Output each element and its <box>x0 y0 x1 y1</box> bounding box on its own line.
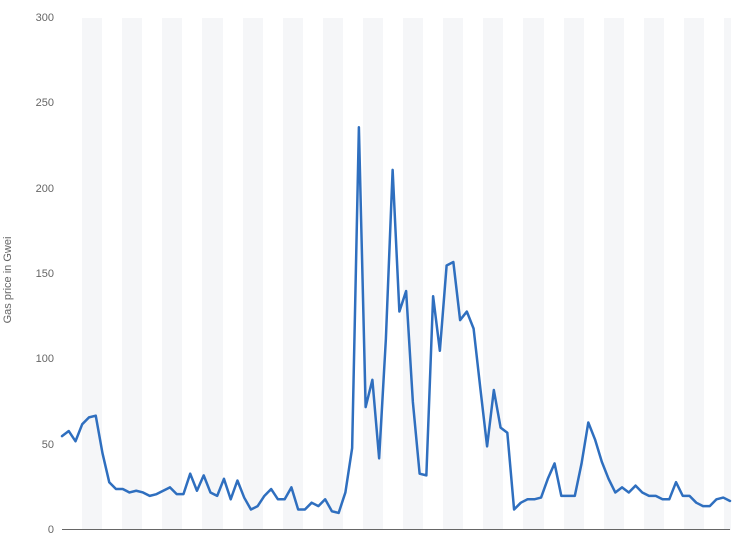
y-tick-label: 200 <box>36 183 62 195</box>
y-tick-label: 150 <box>36 268 62 280</box>
y-tick-label: 100 <box>36 353 62 365</box>
plot-area: 050100150200250300 <box>62 18 730 530</box>
y-tick-label: 0 <box>48 524 62 536</box>
x-axis-line <box>62 529 730 530</box>
y-tick-label: 250 <box>36 97 62 109</box>
y-tick-label: 300 <box>36 12 62 24</box>
y-tick-label: 50 <box>42 439 62 451</box>
gas-price-chart: Gas price in Gwei 050100150200250300 <box>0 0 754 560</box>
line-series <box>62 18 730 530</box>
y-axis-title: Gas price in Gwei <box>2 237 14 324</box>
